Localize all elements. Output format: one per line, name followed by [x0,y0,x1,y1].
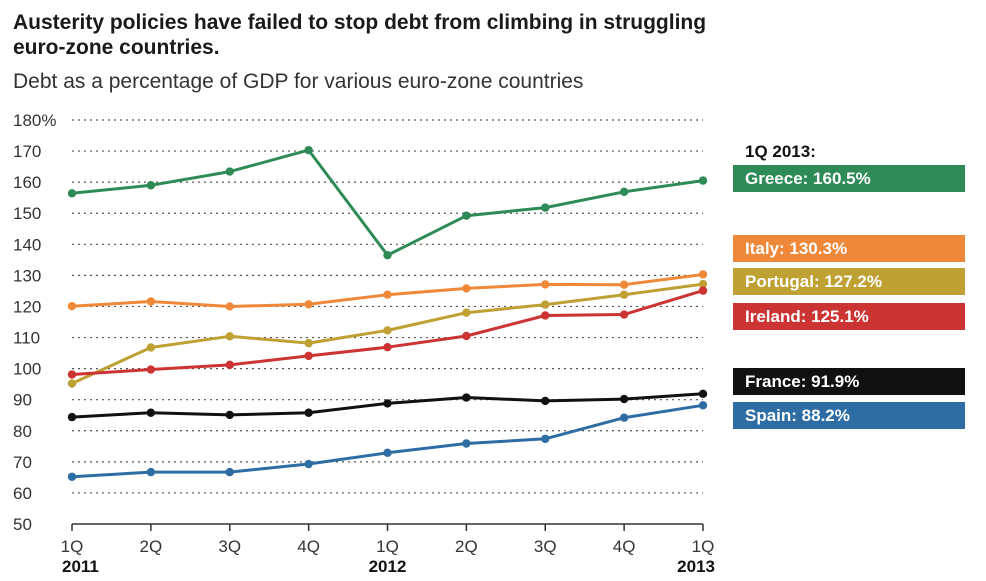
data-point-ireland [698,286,708,295]
data-point-italy [698,270,708,279]
series-line-greece [71,148,704,257]
x-year-label: 2012 [369,557,407,576]
x-tick-label: 1Q [61,537,84,556]
chart-subtitle: Debt as a percentage of GDP for various … [13,70,584,93]
data-point-spain [146,467,156,477]
x-tick-label: 4Q [613,537,636,556]
data-point-spain [698,401,708,410]
data-point-italy [304,300,313,309]
x-tick-label: 2Q [140,537,163,556]
data-point-portugal [462,308,471,317]
x-tick-label: 2Q [455,537,478,556]
data-point-greece [462,211,471,220]
y-tick-label: 160 [13,173,41,192]
data-point-italy [146,297,156,306]
data-point-ireland [67,370,77,379]
data-point-italy [225,302,234,311]
y-tick-label: 140 [13,235,41,254]
y-tick-label: 90 [13,391,32,410]
y-tick-label: 100 [13,360,41,379]
y-tick-label: 170 [13,142,41,161]
data-point-ireland [225,360,234,370]
data-point-greece [541,203,550,212]
chart-title: Austerity policies have failed to stop d… [13,11,707,59]
data-point-france [146,408,156,417]
data-point-portugal [225,332,234,341]
x-tick-label: 1Q [692,537,715,556]
data-point-france [304,408,313,417]
data-point-france [67,412,77,422]
legend-item-ireland: Ireland: 125.1% [733,303,965,330]
y-tick-label: 70 [13,453,32,472]
data-point-greece [146,181,156,190]
x-year-label: 2011 [62,557,99,576]
legend-item-greece: Greece: 160.5% [733,165,965,192]
data-point-ireland [304,351,313,361]
data-point-greece [698,176,708,185]
x-tick-label: 3Q [218,537,241,556]
data-point-spain [619,413,629,422]
data-point-italy [541,280,550,289]
data-point-spain [304,459,313,469]
x-year-label: 2013 [677,557,715,576]
data-point-greece [225,167,234,176]
data-point-france [698,389,708,398]
legend-item-italy: Italy: 130.3% [733,235,965,262]
x-tick-label: 1Q [376,537,399,556]
data-point-france [383,399,392,408]
legend-item-portugal: Portugal: 127.2% [733,268,965,295]
y-tick-label: 150 [13,204,41,223]
legend-heading: 1Q 2013: [745,142,816,161]
data-point-portugal [67,379,77,388]
y-tick-label: 60 [13,484,32,503]
y-tick-label: 50 [13,515,32,534]
data-point-france [225,410,234,420]
series-line-spain [71,403,704,479]
data-point-italy [383,290,392,299]
data-point-portugal [698,279,708,289]
data-point-greece [383,250,392,260]
data-point-italy [67,301,77,311]
data-point-spain [67,472,77,481]
x-tick-label: 4Q [297,537,320,556]
y-tick-label: 180% [13,111,56,130]
data-point-spain [541,434,550,444]
legend-item-france: France: 91.9% [733,368,965,395]
data-point-italy [619,280,629,289]
data-point-spain [462,439,471,448]
y-tick-label: 80 [13,422,32,441]
data-point-portugal [541,300,550,309]
data-point-france [541,396,550,406]
data-point-ireland [541,311,550,320]
data-point-italy [462,284,471,293]
data-point-spain [383,448,392,458]
data-point-ireland [619,310,629,319]
data-point-ireland [462,331,471,341]
data-point-ireland [383,342,392,352]
data-point-portugal [146,343,156,352]
y-tick-label: 110 [13,329,40,348]
data-point-spain [225,467,234,477]
x-tick-label: 3Q [534,537,557,556]
data-point-greece [619,187,629,196]
legend-item-spain: Spain: 88.2% [733,402,965,429]
data-point-france [462,393,471,402]
data-point-ireland [146,365,156,374]
y-tick-label: 130 [13,266,41,285]
data-point-france [619,394,629,404]
data-point-portugal [619,290,629,299]
data-point-greece [67,189,77,198]
data-point-greece [304,145,313,155]
y-tick-label: 120 [13,297,41,316]
data-point-portugal [383,326,392,335]
data-point-portugal [304,338,313,348]
